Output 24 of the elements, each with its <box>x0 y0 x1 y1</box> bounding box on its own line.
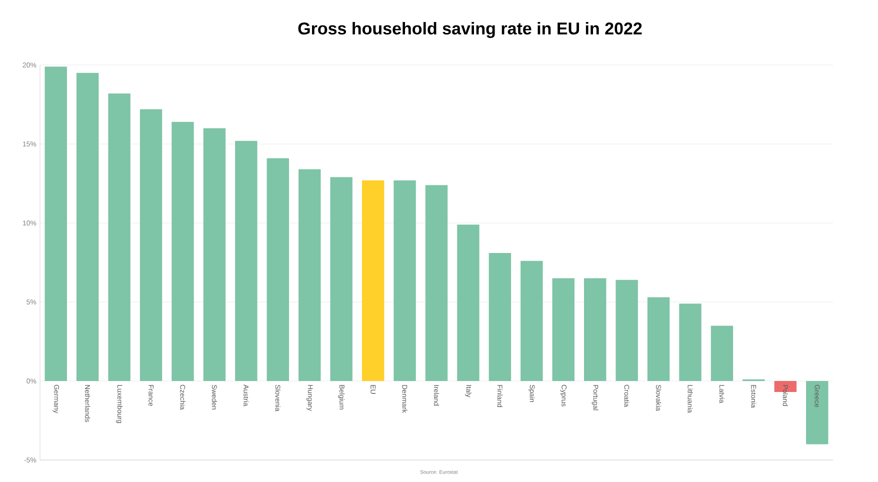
bar <box>44 66 67 381</box>
bar <box>457 224 480 381</box>
bar <box>425 185 448 381</box>
bar <box>140 109 162 381</box>
bar <box>362 180 384 381</box>
bar <box>108 93 130 381</box>
bar <box>806 381 828 444</box>
bar <box>584 278 606 381</box>
bar <box>394 180 416 381</box>
bar <box>552 278 574 381</box>
bar <box>520 260 543 381</box>
bar <box>203 128 226 381</box>
chart-title: Gross household saving rate in EU in 2022 <box>298 22 642 38</box>
bar <box>647 297 670 381</box>
bar <box>172 122 194 381</box>
bar <box>616 280 638 381</box>
bar <box>298 169 321 381</box>
bar <box>679 304 702 381</box>
bar <box>710 326 734 381</box>
bar <box>330 177 352 381</box>
bar <box>488 253 512 381</box>
bar <box>76 72 99 381</box>
bar <box>235 140 258 381</box>
bar <box>266 158 290 381</box>
